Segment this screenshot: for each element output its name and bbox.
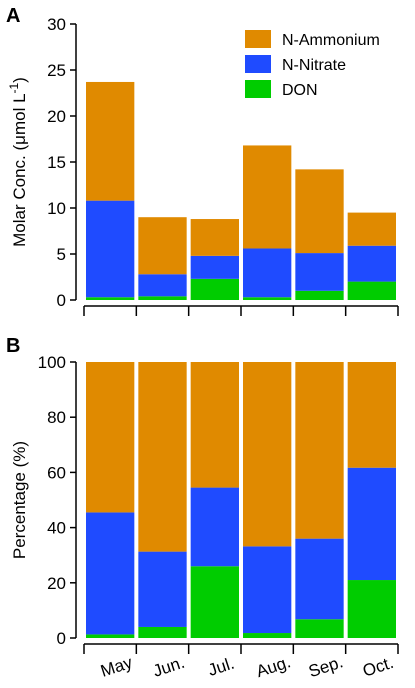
category-label: Aug. [254,652,293,681]
bar-n-ammonium-aug [243,145,292,249]
bar-don-jul [190,566,239,638]
bar-n-ammonium-oct [347,212,396,246]
bar-n-ammonium-sep [295,362,344,539]
bar-n-nitrate-may [86,200,135,298]
bar-n-ammonium-may [86,362,135,513]
y-tick-label: 20 [47,574,66,593]
legend-swatch-n-ammonium [245,30,271,48]
bar-n-nitrate-jun [138,551,187,627]
panel-label: B [6,335,20,357]
bar-n-ammonium-jun [138,217,187,275]
bar-n-nitrate-jul [190,255,239,279]
legend-swatch-don [245,80,271,98]
bar-n-nitrate-jun [138,274,187,297]
y-tick-label: 0 [57,291,66,310]
panel-a: A 0 5 10 15 20 25 30 Molar Conc. (μmol L-1) N-Amm… [6,5,399,316]
bar-n-nitrate-sep [295,253,344,291]
y-tick-label: 5 [57,245,66,264]
bar-don-aug [243,633,292,638]
bar-n-ammonium-jul [190,362,239,488]
y-tick-label: 25 [47,61,66,80]
y-tick-label: 40 [47,519,66,538]
bar-n-nitrate-oct [347,245,396,282]
bar-n-ammonium-jun [138,362,187,552]
legend-label-n-ammonium: N-Ammonium [282,32,380,49]
bar-n-nitrate-aug [243,546,292,634]
panel-b: B 0 20 40 60 80 100 May Jun. Jul. Aug. Sep. Oct. Perc… [6,335,399,681]
category-label: May [98,653,135,681]
bar-n-nitrate-aug [243,248,292,298]
bar-n-ammonium-jul [190,219,239,256]
y-tick-label: 15 [47,153,66,172]
y-tick-label: 100 [38,353,66,372]
bar-n-ammonium-may [86,81,135,201]
panel-label: A [6,5,20,27]
legend-label-don: DON [282,82,318,99]
legend-label-n-nitrate: N-Nitrate [282,57,346,74]
bar-don-oct [347,580,396,638]
y-tick-label: 10 [47,199,66,218]
bar-don-aug [243,297,292,300]
bar-don-sep [295,290,344,300]
bar-don-may [86,297,135,300]
y-axis-title: Molar Conc. (μmol L-1) [7,77,29,247]
bar-n-ammonium-aug [243,362,292,547]
y-tick-label: 60 [47,463,66,482]
y-axis-title: Percentage (%) [10,441,29,559]
legend: N-Ammonium N-Nitrate DON [245,30,380,99]
bar-n-ammonium-sep [295,169,344,254]
bar-n-nitrate-oct [347,467,396,581]
category-label: Jul. [206,654,237,680]
bar-n-nitrate-sep [295,538,344,620]
bar-don-jun [138,626,187,638]
bar-n-nitrate-may [86,512,135,635]
y-tick-label: 30 [47,15,66,34]
category-label: Sep. [306,652,345,681]
bar-don-may [86,634,135,638]
bar-don-oct [347,281,396,300]
legend-swatch-n-nitrate [245,55,271,73]
bar-don-sep [295,619,344,638]
bar-n-ammonium-oct [347,362,396,468]
category-label: Oct. [360,653,396,681]
y-tick-label: 80 [47,408,66,427]
bar-don-jul [190,278,239,300]
y-tick-label: 0 [57,629,66,648]
bar-don-jun [138,296,187,300]
category-label: Jun. [151,653,187,681]
y-tick-label: 20 [47,107,66,126]
bar-n-nitrate-jul [190,487,239,567]
